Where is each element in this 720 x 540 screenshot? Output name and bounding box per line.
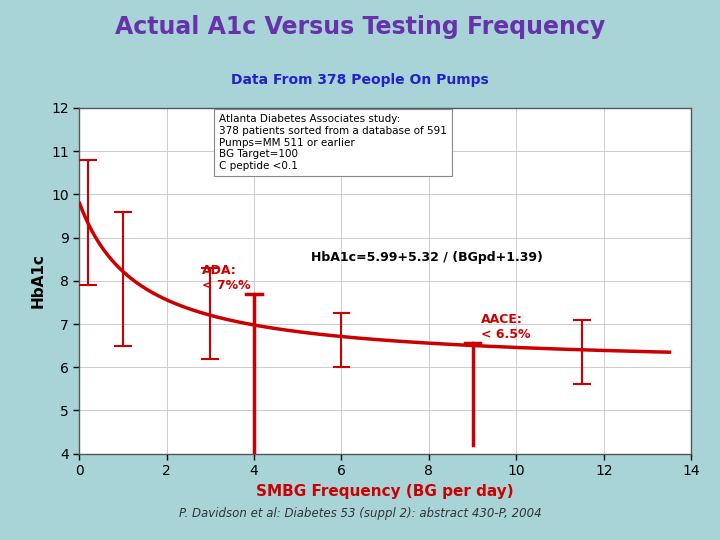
Text: Atlanta Diabetes Associates study:
378 patients sorted from a database of 591
Pu: Atlanta Diabetes Associates study: 378 p…	[219, 114, 447, 171]
Text: ADA:
< 7%%: ADA: < 7%%	[202, 264, 251, 292]
Text: AACE:
< 6.5%: AACE: < 6.5%	[482, 313, 531, 341]
X-axis label: SMBG Frequency (BG per day): SMBG Frequency (BG per day)	[256, 484, 514, 498]
Text: HbA1c=5.99+5.32 / (BGpd+1.39): HbA1c=5.99+5.32 / (BGpd+1.39)	[311, 251, 543, 264]
Text: Actual A1c Versus Testing Frequency: Actual A1c Versus Testing Frequency	[115, 15, 605, 39]
Text: Data From 378 People On Pumps: Data From 378 People On Pumps	[231, 73, 489, 87]
Text: P. Davidson et al: Diabetes 53 (suppl 2): abstract 430-P, 2004: P. Davidson et al: Diabetes 53 (suppl 2)…	[179, 507, 541, 519]
Y-axis label: HbA1c: HbA1c	[30, 253, 45, 308]
